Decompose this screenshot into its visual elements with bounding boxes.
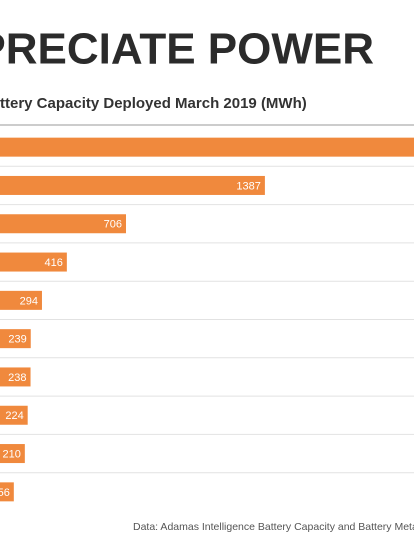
value-label: 156: [0, 487, 10, 499]
bar: [0, 290, 42, 310]
value-label: 238: [8, 372, 26, 384]
bar: [0, 367, 31, 387]
value-label: 706: [104, 219, 122, 231]
value-label: 239: [8, 334, 26, 346]
bar: [0, 405, 28, 425]
chart-subtitle: ttery Capacity Deployed March 2019 (MWh): [0, 95, 307, 112]
bar: [0, 329, 31, 349]
value-label: 210: [2, 448, 20, 460]
bar: [0, 175, 265, 195]
bar: [0, 444, 25, 464]
value-label: 294: [20, 295, 38, 307]
value-label: 416: [44, 257, 62, 269]
bar: [0, 482, 14, 502]
bar: [0, 214, 126, 234]
bar: [0, 137, 414, 157]
source-note: Data: Adamas Intelligence Battery Capaci…: [133, 521, 414, 533]
value-label: 224: [5, 410, 23, 422]
value-label: 1387: [236, 180, 260, 192]
bar: [0, 252, 67, 272]
chart-title: PRECIATE POWER: [0, 25, 374, 74]
